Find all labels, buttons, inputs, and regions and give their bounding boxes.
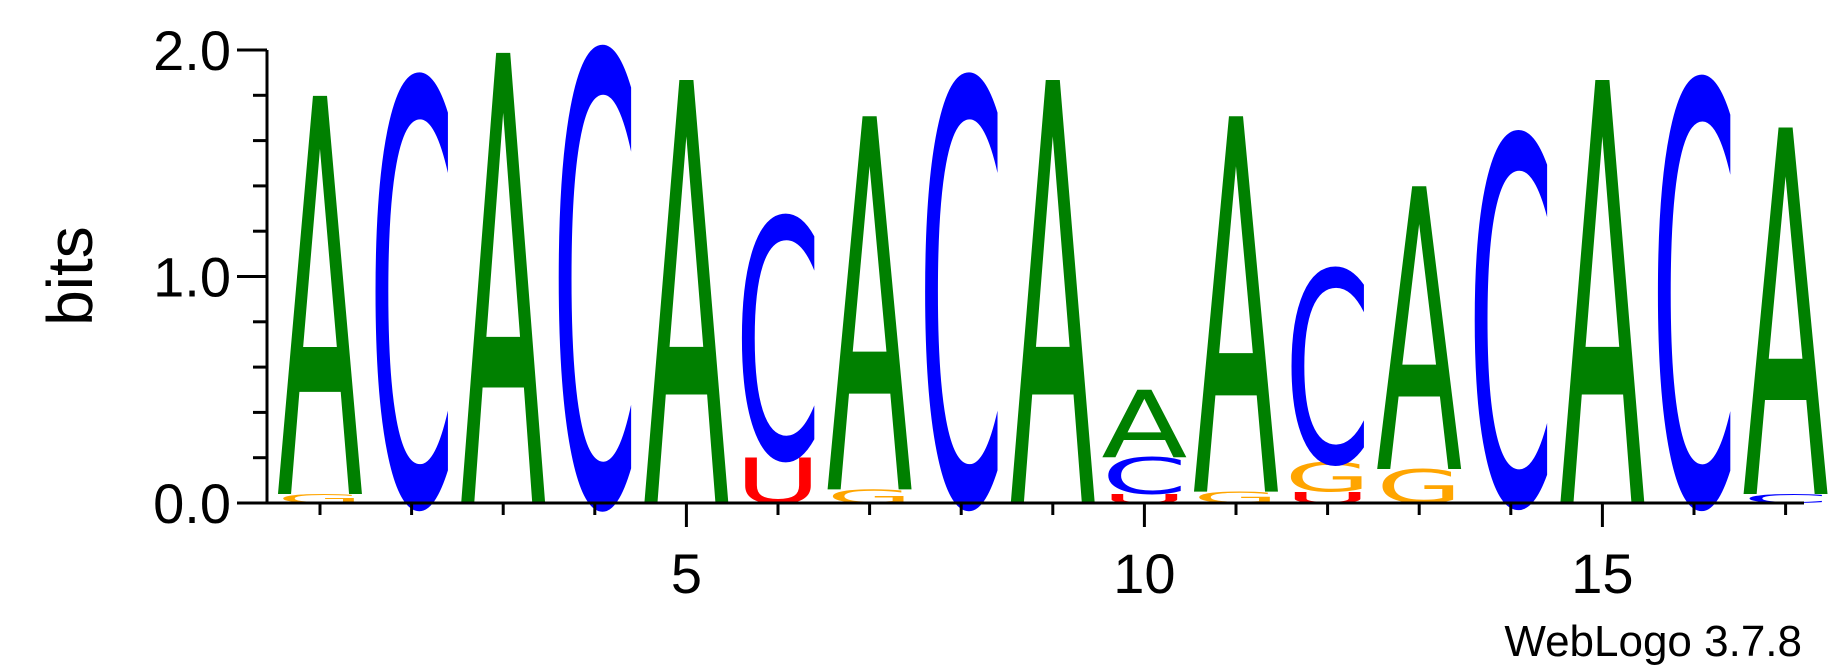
- logo-letter-A: A: [277, 0, 363, 623]
- y-tick-label: 0.0: [153, 472, 231, 535]
- logo-letter-A: A: [1101, 372, 1187, 481]
- logo-letter-C: C: [918, 0, 1004, 640]
- logo-letter-glyph: C: [918, 0, 1004, 640]
- logo-letter-C: C: [1101, 448, 1187, 506]
- logo-letter-C: C: [1468, 37, 1554, 622]
- y-tick-label: 2.0: [153, 19, 231, 82]
- logo-letter-A: A: [1743, 29, 1829, 613]
- x-tick-label: 10: [1113, 542, 1175, 605]
- logo-letter-A: A: [827, 14, 913, 610]
- x-ticks: 5 10 15: [318, 503, 1788, 605]
- logo-letter-glyph: A: [643, 0, 729, 641]
- logo-letter-glyph: A: [1376, 108, 1462, 560]
- logo-letter-G: G: [1285, 454, 1371, 501]
- logo-letter-C: C: [552, 0, 638, 649]
- y-ticks: 0.0 1.0 2.0: [153, 19, 267, 535]
- logo-letter-glyph: A: [1101, 372, 1187, 481]
- logo-letter-glyph: A: [1559, 0, 1645, 641]
- logo-letter-A: A: [1193, 15, 1279, 614]
- logo-letter-glyph: A: [827, 14, 913, 610]
- logo-letter-glyph: A: [1010, 0, 1096, 641]
- logo-letter-glyph: C: [369, 0, 455, 640]
- logo-letter-glyph: C: [1651, 0, 1737, 640]
- logo-letter-A: A: [1010, 0, 1096, 641]
- logo-letter-glyph: C: [552, 0, 638, 649]
- logo-letter-C: C: [1651, 0, 1737, 640]
- x-tick-label: 15: [1571, 542, 1633, 605]
- logo-letter-glyph: C: [1285, 217, 1371, 525]
- logo-letter-A: A: [1559, 0, 1645, 641]
- logo-letter-glyph: A: [1743, 29, 1829, 613]
- logo-letter-glyph: A: [460, 0, 546, 650]
- logo-letter-C: C: [1285, 217, 1371, 525]
- logo-letter-glyph: A: [1193, 15, 1279, 614]
- logo-letter-glyph: C: [735, 152, 821, 536]
- logo-letter-C: C: [735, 152, 821, 536]
- x-tick-label: 5: [671, 542, 702, 605]
- weblogo-version: WebLogo 3.7.8: [1504, 617, 1802, 666]
- y-tick-label: 1.0: [153, 246, 231, 309]
- logo-letter-A: A: [460, 0, 546, 650]
- logo-letter-A: A: [1376, 108, 1462, 560]
- logo-letter-C: C: [369, 0, 455, 640]
- logo-letter-A: A: [643, 0, 729, 641]
- logo-letter-glyph: C: [1468, 37, 1554, 622]
- logo-letter-glyph: A: [277, 0, 363, 623]
- y-axis-label: bits: [34, 226, 106, 326]
- logo-letter-glyph: C: [1101, 448, 1187, 506]
- axes: 0.0 1.0 2.0 5 10 15: [153, 19, 1804, 605]
- logo-letter-glyph: G: [1285, 454, 1371, 501]
